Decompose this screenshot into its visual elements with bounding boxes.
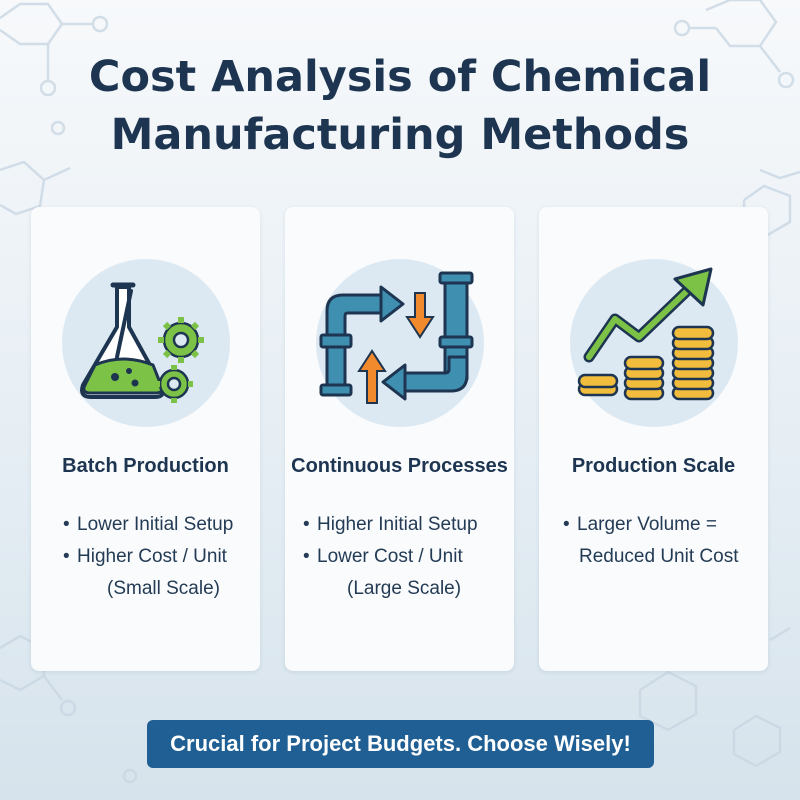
banner-text: Crucial for Project Budgets. Choose Wise… [170,731,631,756]
bullet-list: • Larger Volume = Reduced Unit Cost [539,509,768,573]
bullet-item-continuation: Reduced Unit Cost [579,546,739,567]
coins-trend-arrow-icon [577,267,715,401]
title-line-2: Manufacturing Methods [110,110,690,160]
bullet-list: • Higher Initial Setup • Lower Cost / Unit… [285,509,514,605]
card-heading: Production Scale [571,455,736,477]
page-title: Cost Analysis of Chemical Manufacturing … [0,48,800,164]
bullet-item-continuation: (Large Scale) [347,578,462,599]
pipes-arrows-icon [319,271,474,404]
card-continuous-processes: Continuous Processes • Higher Initial Set… [285,207,514,671]
bullet-list: • Lower Initial Setup • Higher Cost / Unit… [31,509,260,605]
bullet-item-continuation: (Small Scale) [107,578,220,599]
bullet-item: • Higher Cost / Unit [63,546,227,567]
bullet-item: • Larger Volume = [563,514,717,535]
bullet-item: • Higher Initial Setup [303,514,478,535]
bullet-item: • Lower Cost / Unit [303,546,463,567]
title-line-1: Cost Analysis of Chemical [88,52,712,102]
bullet-item: • Lower Initial Setup [63,514,234,535]
flask-gears-icon [80,282,204,403]
card-heading: Batch Production [62,455,229,477]
card-heading: Continuous Processes [291,455,508,477]
footer-banner: Crucial for Project Budgets. Choose Wise… [147,720,654,768]
card-production-scale: Production Scale • Larger Volume = Reduce… [539,207,768,671]
card-batch-production: Batch Production • Lower Initial Setup • H… [31,207,260,671]
